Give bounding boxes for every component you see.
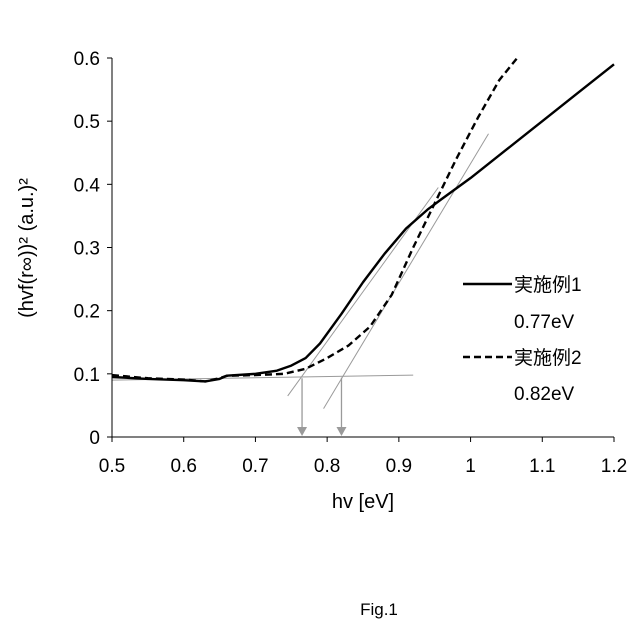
y-ticks: 0 0.1 0.2 0.3 0.4 0.5 0.6 <box>74 49 112 449</box>
x-tick-label: 0.9 <box>386 456 412 477</box>
y-tick-label: 0.2 <box>74 302 100 323</box>
bandgap-arrow-head-1 <box>297 427 307 436</box>
y-tick-label: 0.5 <box>74 112 100 133</box>
x-ticks: 0.5 0.6 0.7 0.8 0.9 1 1.1 1.2 <box>99 437 627 477</box>
figure-caption: Fig.1 <box>360 600 398 619</box>
x-axis-title: hv [eV] <box>332 491 394 513</box>
y-tick-label: 0.3 <box>74 239 100 260</box>
auxiliary-lines <box>112 134 489 436</box>
x-tick-label: 1.1 <box>529 456 555 477</box>
y-tick-label: 0.4 <box>74 175 101 196</box>
x-tick-label: 1.2 <box>601 456 627 477</box>
legend-value-series-1: 0.77eV <box>514 312 575 333</box>
legend: 実施例1 0.77eV 実施例2 0.82eV <box>463 274 582 405</box>
tangent-line-series-2 <box>324 134 489 409</box>
y-tick-label: 0.1 <box>74 365 100 386</box>
y-tick-label: 0 <box>89 428 100 449</box>
y-axis-title: (hvf(r∞))² (a.u.)² <box>16 178 38 318</box>
x-tick-label: 0.7 <box>242 456 268 477</box>
bandgap-arrow-head-2 <box>336 427 346 436</box>
y-tick-label: 0.6 <box>74 49 100 70</box>
x-tick-label: 1 <box>465 456 476 477</box>
x-tick-label: 0.6 <box>171 456 197 477</box>
legend-label-series-2: 実施例2 <box>514 347 582 369</box>
series-line-1 <box>112 64 614 381</box>
legend-value-series-2: 0.82eV <box>514 384 575 405</box>
series-line-2 <box>112 58 517 381</box>
legend-label-series-1: 実施例1 <box>514 274 582 296</box>
x-tick-label: 0.5 <box>99 456 125 477</box>
x-tick-label: 0.8 <box>314 456 340 477</box>
